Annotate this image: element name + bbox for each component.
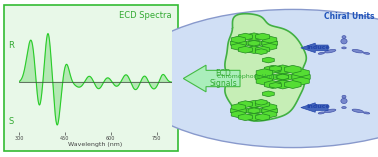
- Circle shape: [342, 47, 346, 49]
- Circle shape: [127, 9, 378, 148]
- Polygon shape: [255, 73, 274, 81]
- Text: R: R: [8, 41, 14, 50]
- Polygon shape: [285, 81, 301, 89]
- Ellipse shape: [342, 36, 346, 38]
- Polygon shape: [270, 66, 282, 71]
- Polygon shape: [231, 104, 245, 111]
- Polygon shape: [285, 65, 301, 73]
- Ellipse shape: [364, 112, 370, 114]
- Text: ECD
Signals: ECD Signals: [209, 69, 237, 88]
- Polygon shape: [231, 39, 246, 47]
- Polygon shape: [263, 104, 277, 111]
- Ellipse shape: [318, 52, 324, 54]
- Polygon shape: [274, 80, 292, 89]
- Polygon shape: [262, 107, 277, 114]
- Polygon shape: [183, 65, 240, 92]
- Polygon shape: [262, 91, 274, 97]
- Polygon shape: [301, 43, 328, 53]
- Ellipse shape: [352, 49, 363, 53]
- Polygon shape: [270, 83, 282, 88]
- Polygon shape: [231, 36, 245, 43]
- Polygon shape: [256, 69, 273, 77]
- Polygon shape: [238, 114, 253, 121]
- Polygon shape: [246, 39, 262, 47]
- Polygon shape: [238, 46, 253, 53]
- Polygon shape: [265, 65, 281, 73]
- X-axis label: Wavelength (nm): Wavelength (nm): [68, 142, 122, 147]
- Polygon shape: [263, 36, 277, 43]
- Polygon shape: [263, 43, 277, 50]
- Polygon shape: [277, 74, 289, 80]
- Polygon shape: [274, 73, 292, 81]
- Text: Chiral Units: Chiral Units: [324, 12, 375, 21]
- Ellipse shape: [342, 95, 346, 98]
- Polygon shape: [256, 101, 270, 108]
- Polygon shape: [238, 33, 253, 40]
- Polygon shape: [246, 114, 262, 121]
- Polygon shape: [256, 77, 273, 85]
- Polygon shape: [238, 101, 253, 108]
- Ellipse shape: [325, 109, 336, 113]
- Polygon shape: [265, 81, 281, 89]
- Polygon shape: [225, 14, 306, 121]
- Polygon shape: [256, 33, 270, 40]
- Polygon shape: [256, 46, 270, 53]
- Polygon shape: [293, 77, 309, 85]
- Bar: [4, 5, 178, 151]
- Polygon shape: [246, 46, 262, 54]
- Ellipse shape: [341, 39, 347, 44]
- Text: Chromophore Units: Chromophore Units: [217, 74, 278, 79]
- Polygon shape: [292, 73, 310, 81]
- Text: S: S: [8, 117, 14, 126]
- Polygon shape: [293, 69, 309, 77]
- Polygon shape: [248, 40, 260, 46]
- Ellipse shape: [341, 98, 347, 104]
- Polygon shape: [263, 111, 277, 118]
- Polygon shape: [262, 57, 274, 63]
- Polygon shape: [301, 103, 328, 112]
- Polygon shape: [256, 114, 270, 121]
- Ellipse shape: [318, 112, 324, 114]
- Polygon shape: [274, 65, 292, 74]
- Text: Induce: Induce: [307, 104, 330, 109]
- Ellipse shape: [325, 49, 336, 53]
- Polygon shape: [231, 111, 245, 118]
- Polygon shape: [277, 74, 289, 80]
- Polygon shape: [255, 99, 267, 105]
- Polygon shape: [255, 49, 267, 54]
- Polygon shape: [246, 107, 262, 114]
- Ellipse shape: [364, 52, 370, 54]
- Text: Induce: Induce: [307, 45, 330, 50]
- Text: ECD Spectra: ECD Spectra: [119, 11, 172, 20]
- Polygon shape: [248, 108, 260, 114]
- Polygon shape: [231, 43, 245, 50]
- Ellipse shape: [352, 109, 363, 113]
- Circle shape: [342, 107, 346, 108]
- Polygon shape: [231, 107, 246, 114]
- Polygon shape: [262, 39, 277, 47]
- Polygon shape: [246, 100, 262, 108]
- Polygon shape: [246, 33, 262, 40]
